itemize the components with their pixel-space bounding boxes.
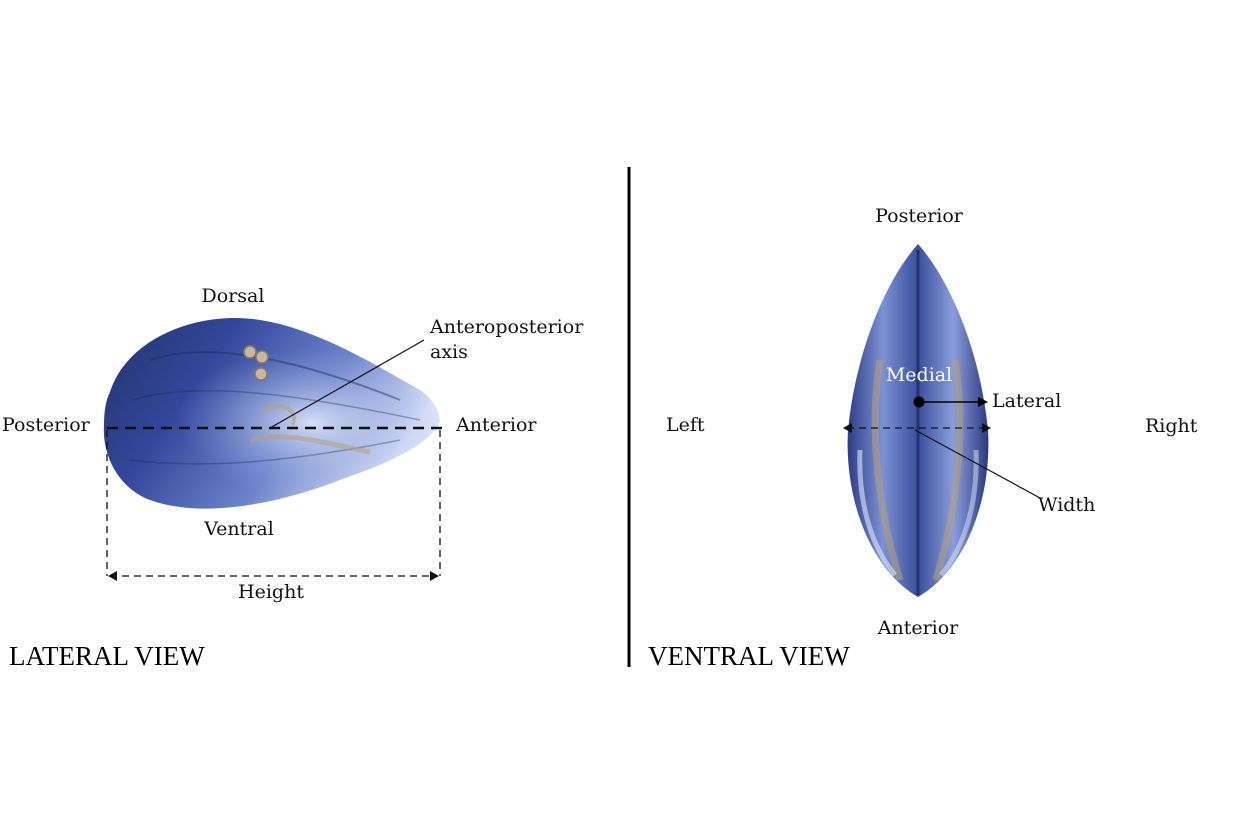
axis-label-line2: axis [430, 341, 468, 363]
width-arrow-right [982, 423, 991, 433]
ventral-view-title: VENTRAL VIEW [648, 641, 850, 671]
ventral-label: Ventral [203, 518, 274, 540]
lateral-view-title: LATERAL VIEW [9, 641, 205, 671]
lateral-view: Dorsal Ventral Posterior Anterior Antero… [2, 285, 584, 671]
lateral-posterior-label: Posterior [2, 414, 91, 436]
medial-label: Medial [886, 364, 952, 386]
width-pointer-line [914, 429, 1041, 499]
height-label: Height [238, 581, 304, 603]
lateral-anterior-label: Anterior [455, 414, 537, 436]
height-arrow-right [430, 571, 439, 581]
ventral-view: Posterior Anterior Left Right Medial Lat… [648, 205, 1198, 671]
dorsal-label: Dorsal [202, 285, 265, 307]
ventral-posterior-label: Posterior [875, 205, 964, 227]
height-arrow-left [108, 571, 117, 581]
ventral-anterior-label: Anterior [877, 617, 959, 639]
width-arrow-left [843, 423, 852, 433]
lateral-label: Lateral [992, 390, 1061, 412]
axis-label-line1: Anteroposterior [429, 316, 584, 338]
shell-ventral-illustration [847, 244, 989, 597]
left-label: Left [666, 414, 705, 436]
lateral-arrow-head [978, 397, 988, 407]
width-label: Width [1038, 494, 1095, 516]
right-label: Right [1145, 415, 1198, 437]
shell-lateral-illustration [103, 318, 440, 509]
axis-pointer-line [269, 339, 425, 429]
